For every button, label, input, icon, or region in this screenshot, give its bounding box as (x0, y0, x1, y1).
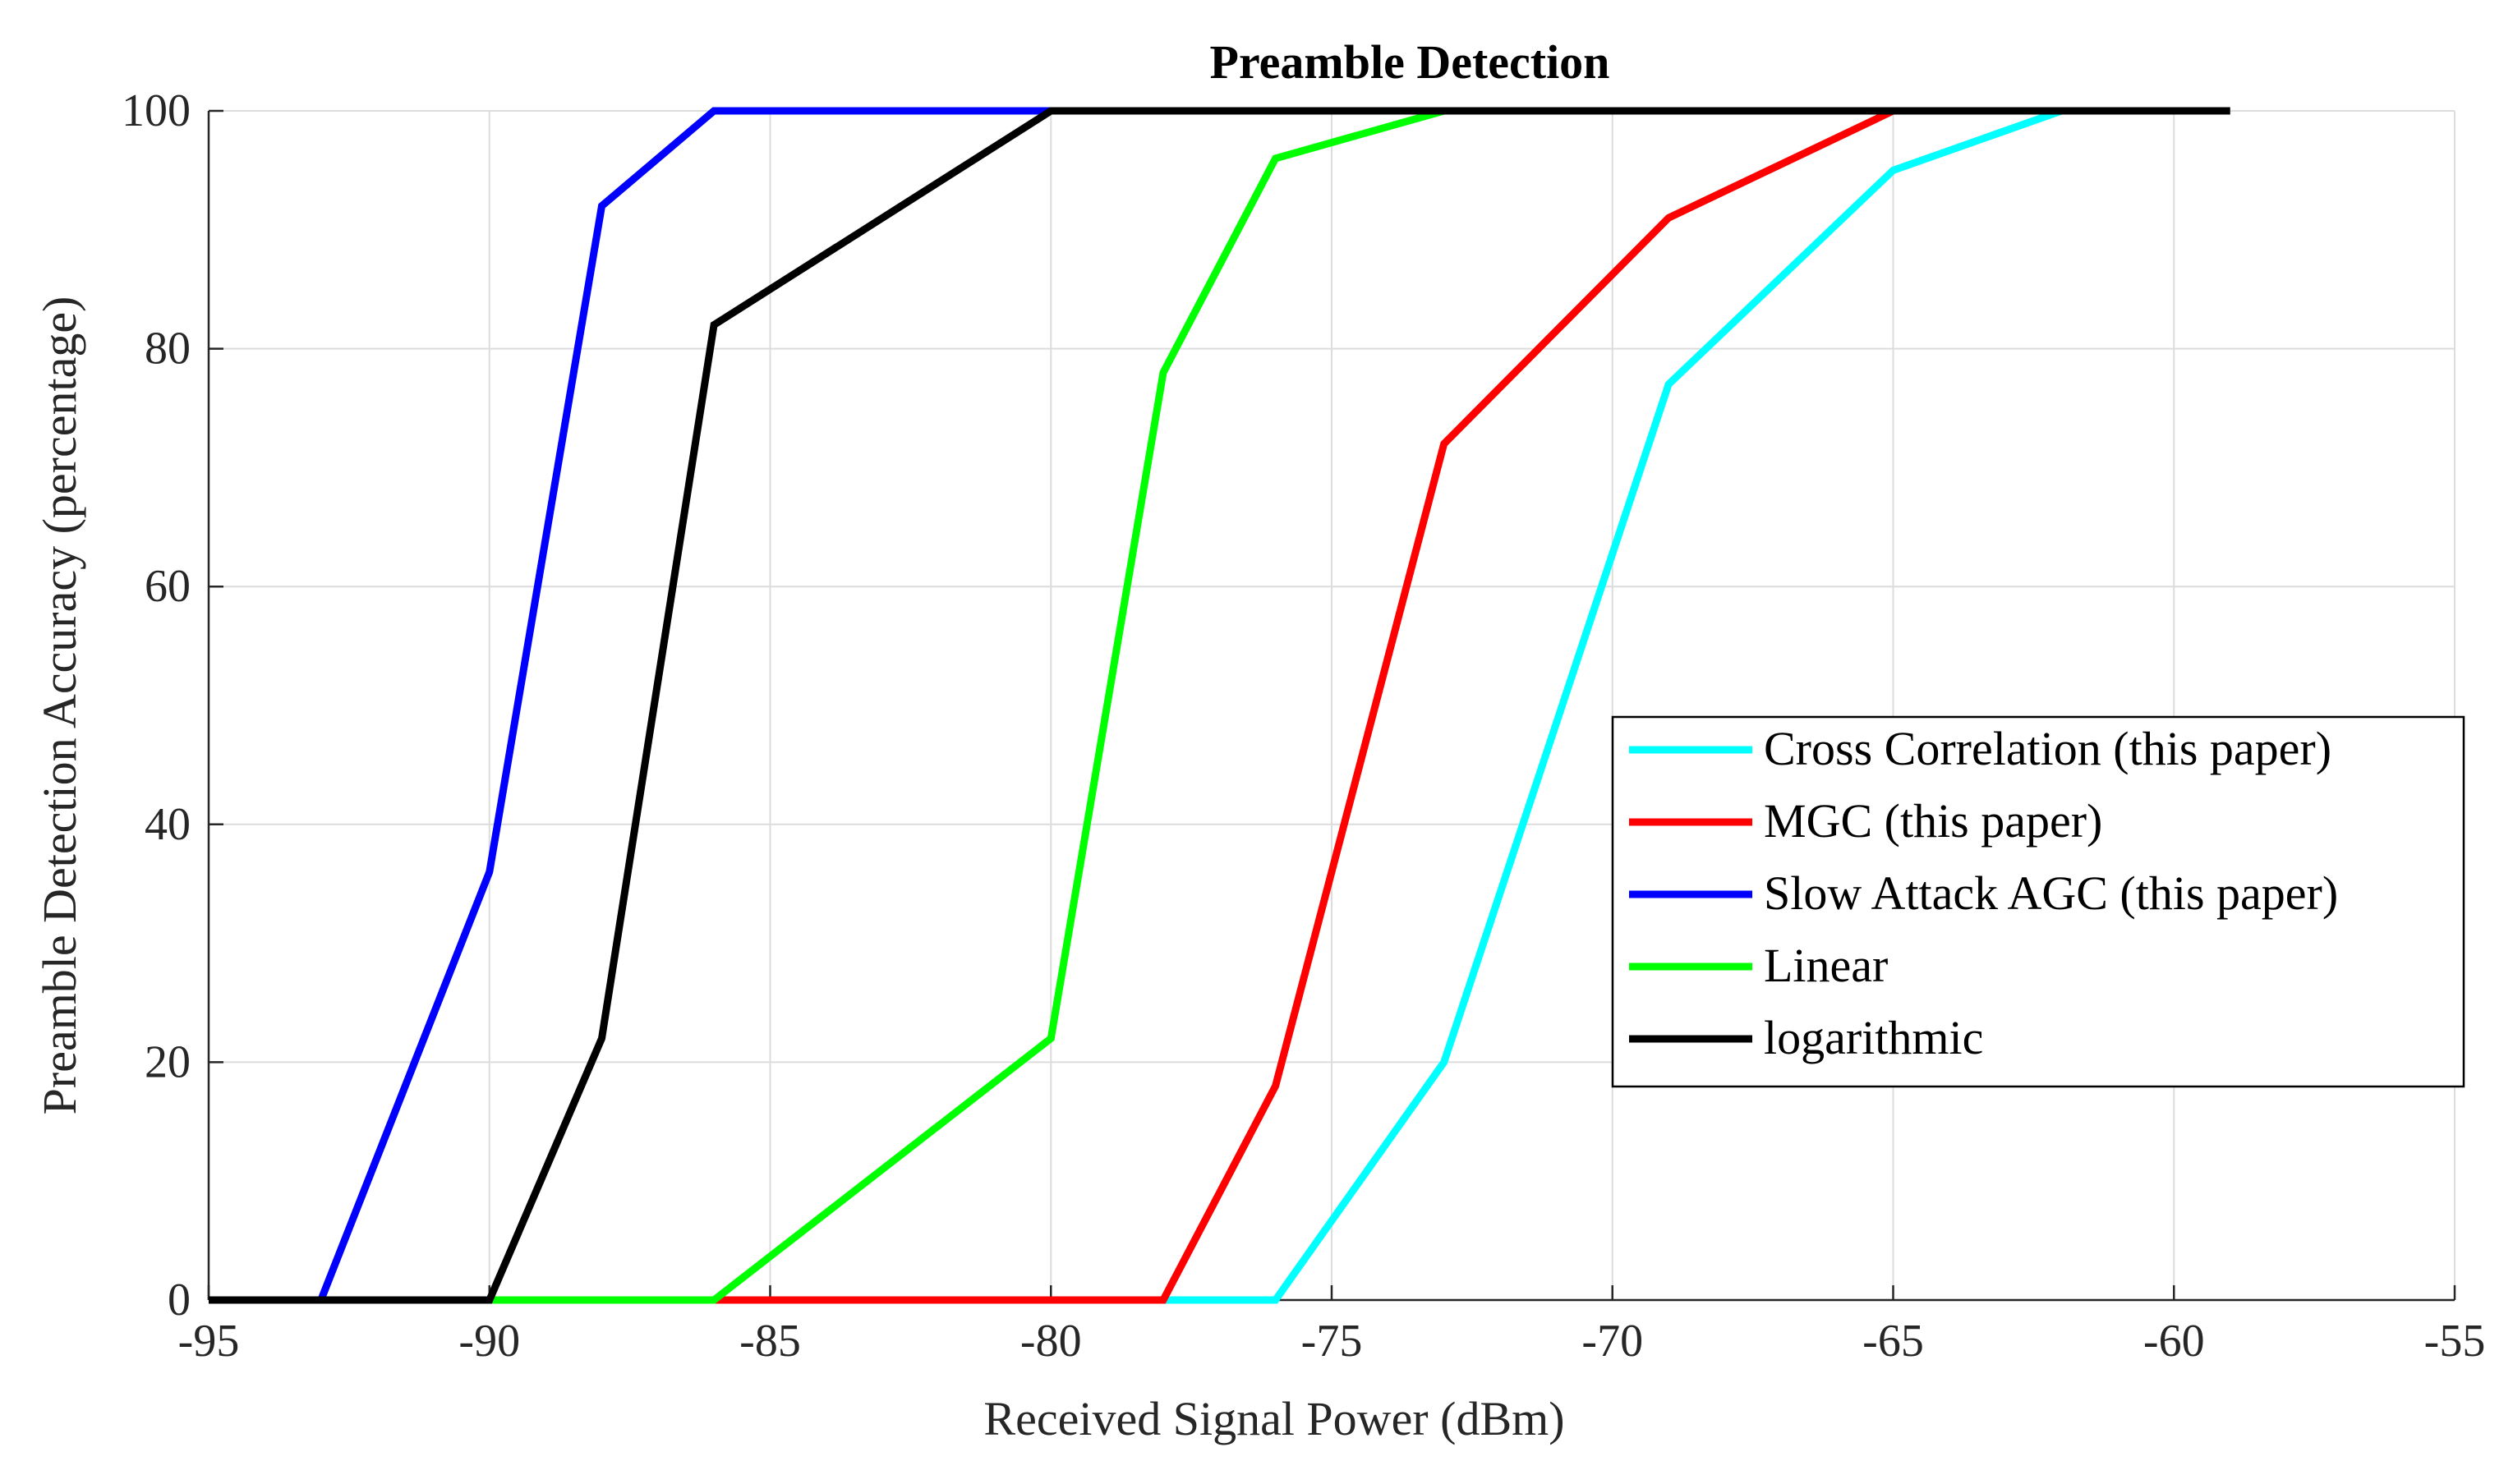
y-tick-label: 80 (145, 324, 191, 374)
x-tick-label: -65 (1862, 1316, 1924, 1367)
x-tick-label: -55 (2424, 1316, 2486, 1367)
legend-label: Cross Correlation (this paper) (1764, 722, 2331, 775)
legend-label: MGC (this paper) (1764, 794, 2102, 848)
legend-label: Linear (1764, 939, 1888, 992)
x-tick-label: -80 (1020, 1316, 1082, 1367)
tick-labels: -95 -90 -85 -80 -75 -70 -65 -60 -55 0 20 40 60 80 100 (122, 85, 2485, 1367)
y-tick-label: 100 (122, 85, 191, 136)
x-tick-label: -90 (458, 1316, 520, 1367)
x-tick-label: -95 (178, 1316, 240, 1367)
legend-label: Slow Attack AGC (this paper) (1764, 866, 2338, 920)
series-line-logarithmic (209, 107, 2230, 1304)
y-tick-label: 0 (168, 1275, 191, 1325)
x-tick-label: -75 (1301, 1316, 1363, 1367)
y-axis-label: Preamble Detection Accuracy (percentage) (33, 296, 86, 1115)
chart-title: Preamble Detection (1210, 35, 1610, 89)
y-tick-label: 60 (145, 561, 191, 612)
legend: Cross Correlation (this paper) MGC (this … (1611, 715, 2465, 1088)
legend-box (1611, 715, 2465, 1088)
legend-label: logarithmic (1764, 1011, 1983, 1064)
x-tick-label: -70 (1581, 1316, 1643, 1367)
y-tick-label: 40 (145, 799, 191, 850)
series-group (209, 107, 2230, 1304)
x-axis-label: Received Signal Power (dBm) (983, 1392, 1564, 1445)
x-tick-label: -60 (2143, 1316, 2205, 1367)
y-tick-label: 20 (145, 1036, 191, 1087)
x-tick-label: -85 (739, 1316, 801, 1367)
